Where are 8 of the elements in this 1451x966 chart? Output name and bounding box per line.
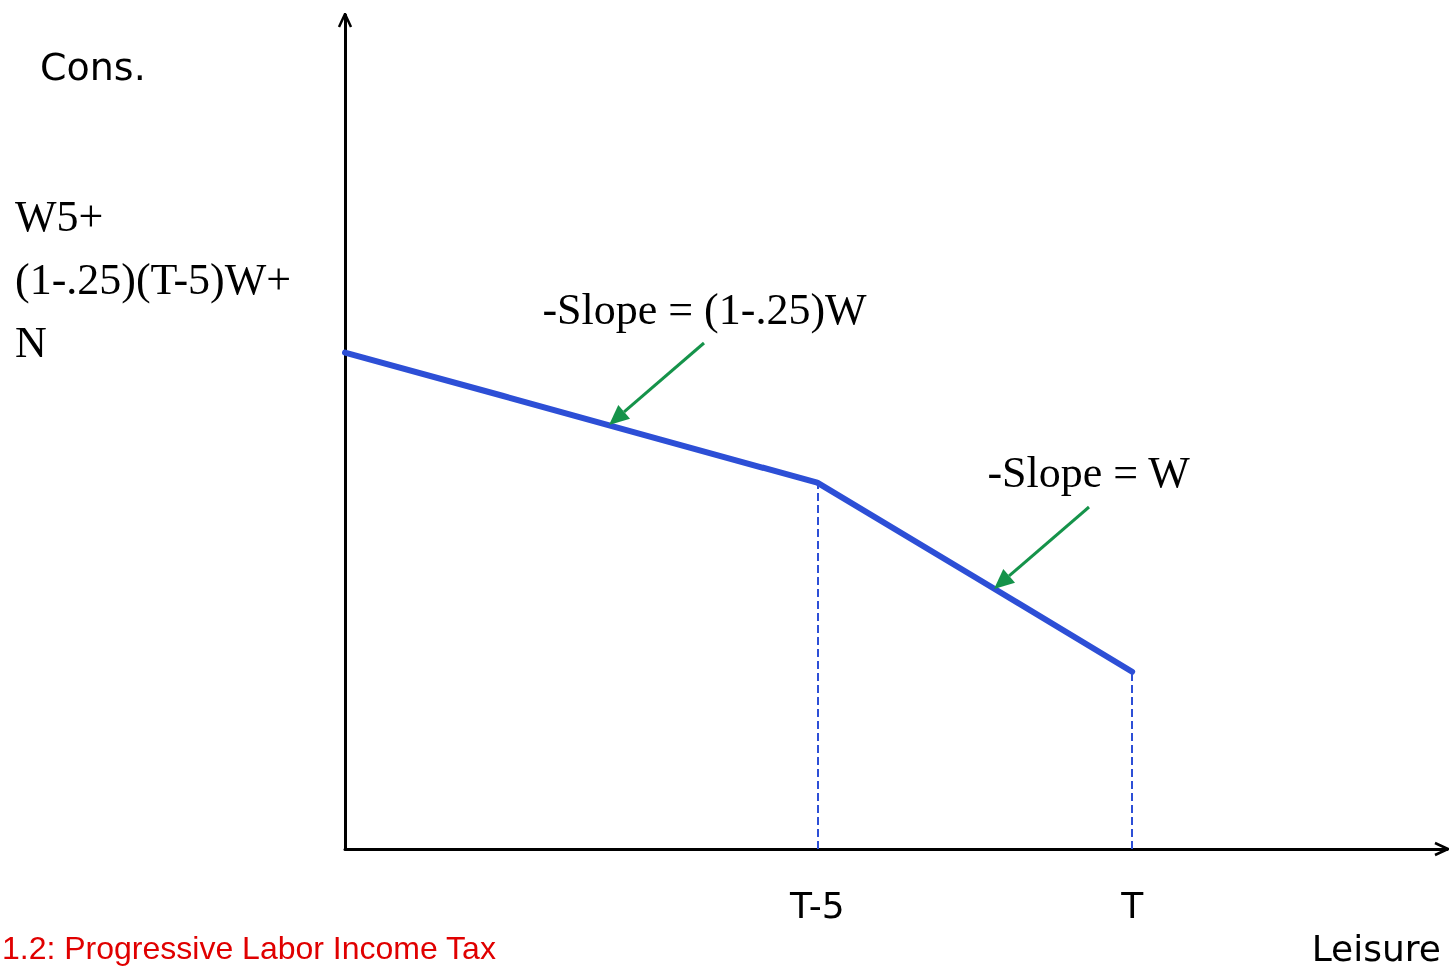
text: -Slope = (1-.25)W [542,284,868,334]
x-axis-title: Leisure [1311,927,1442,966]
text: 1.2: Progressive Labor Income Tax [2,930,496,966]
annotation: -Slope = W [987,448,1191,498]
text: W5+ (1-.25)(T-5)W+ N [15,191,292,367]
text: Cons. [40,45,146,89]
x-tick-label: T-5 [788,884,845,926]
x-tick-label: T [1120,884,1145,926]
